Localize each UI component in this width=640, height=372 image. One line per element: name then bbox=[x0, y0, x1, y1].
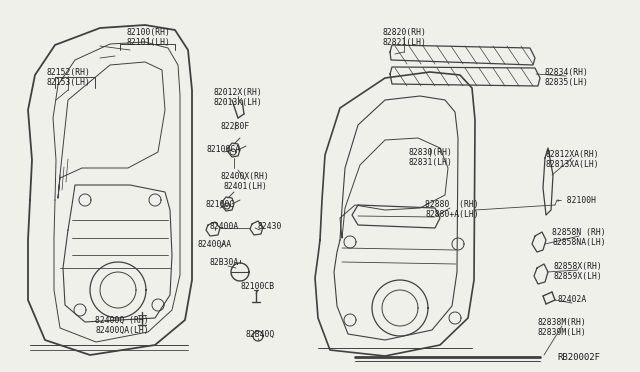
Text: 82400Q (RH)
82400QA(LH): 82400Q (RH) 82400QA(LH) bbox=[95, 316, 149, 336]
Text: ← 82100H: ← 82100H bbox=[557, 196, 596, 205]
Text: 82812XA(RH)
82813XA(LH): 82812XA(RH) 82813XA(LH) bbox=[545, 150, 599, 169]
Text: 82858X(RH)
82859X(LH): 82858X(RH) 82859X(LH) bbox=[554, 262, 602, 281]
Text: 82834(RH)
82835(LH): 82834(RH) 82835(LH) bbox=[544, 68, 588, 87]
Text: 82880  (RH)
82880+A(LH): 82880 (RH) 82880+A(LH) bbox=[425, 200, 479, 219]
Text: 82402A: 82402A bbox=[557, 295, 587, 304]
Text: 82858N (RH)
82858NA(LH): 82858N (RH) 82858NA(LH) bbox=[552, 228, 606, 247]
Text: 82152(RH)
82153(LH): 82152(RH) 82153(LH) bbox=[46, 68, 90, 87]
Text: RB20002F: RB20002F bbox=[557, 353, 600, 362]
Text: 82400A: 82400A bbox=[210, 222, 239, 231]
Text: 82400X(RH)
82401(LH): 82400X(RH) 82401(LH) bbox=[221, 172, 269, 192]
Text: 82B30A: 82B30A bbox=[209, 258, 239, 267]
Text: 82280F: 82280F bbox=[220, 122, 250, 131]
Text: 82100C: 82100C bbox=[205, 200, 235, 209]
Text: 82B40Q: 82B40Q bbox=[245, 330, 275, 339]
Text: 82838M(RH)
82839M(LH): 82838M(RH) 82839M(LH) bbox=[538, 318, 586, 337]
Text: 82400AA: 82400AA bbox=[198, 240, 232, 249]
Text: 82012X(RH)
82013X(LH): 82012X(RH) 82013X(LH) bbox=[214, 88, 262, 108]
Text: 82430: 82430 bbox=[257, 222, 282, 231]
Text: 82100CB: 82100CB bbox=[241, 282, 275, 291]
Text: 82100(RH)
82101(LH): 82100(RH) 82101(LH) bbox=[126, 28, 170, 47]
Text: 82820(RH)
82821(LH): 82820(RH) 82821(LH) bbox=[382, 28, 426, 47]
Text: 82100CA: 82100CA bbox=[207, 145, 241, 154]
Text: 82830(RH)
82831(LH): 82830(RH) 82831(LH) bbox=[408, 148, 452, 167]
